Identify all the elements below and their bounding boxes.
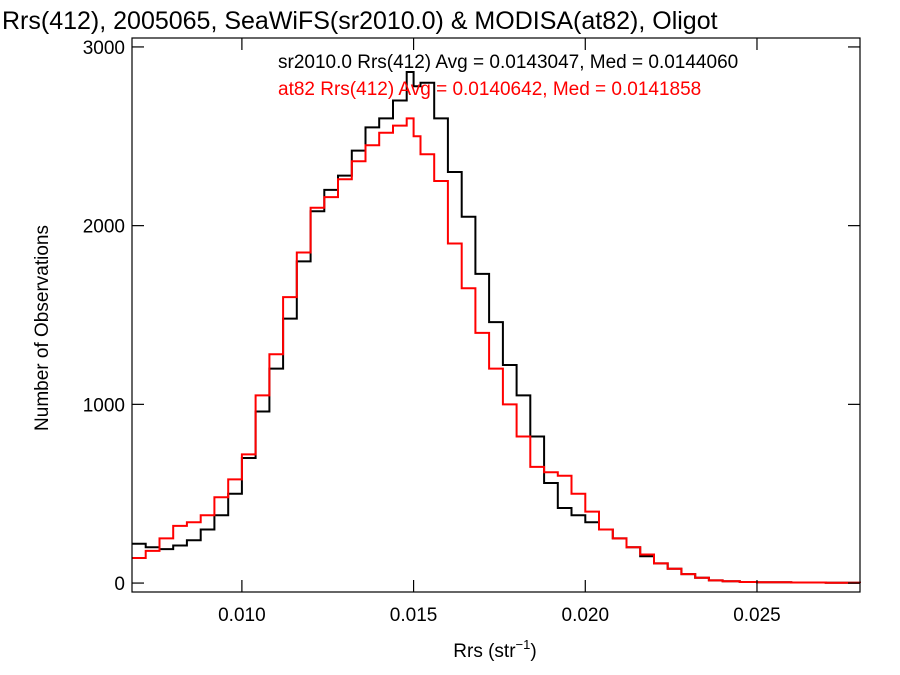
- x-tick-label: 0.015: [390, 605, 438, 626]
- plot-frame: [131, 37, 861, 593]
- plot-area: [132, 71, 861, 584]
- axis-ticks: 0.010 0.015 0.020 0.025 0 1000 2000 3000: [83, 38, 860, 626]
- x-axis-label-end: ): [530, 641, 536, 662]
- x-axis-label-superscript: −1: [516, 637, 531, 652]
- x-tick-label: 0.010: [218, 605, 266, 626]
- y-tick-label: 1000: [83, 395, 125, 416]
- x-tick-label: 0.025: [733, 605, 781, 626]
- x-tick-label: 0.020: [562, 605, 610, 626]
- y-tick-label: 0: [114, 574, 125, 595]
- y-axis-label: Number of Observations: [32, 225, 53, 431]
- histogram-series-black: [132, 71, 861, 584]
- y-tick-label: 3000: [83, 38, 125, 59]
- legend-entry-red: at82 Rrs(412) Avg = 0.0140642, Med = 0.0…: [278, 79, 701, 100]
- chart-title: Rrs(412), 2005065, SeaWiFS(sr2010.0) & M…: [2, 7, 718, 35]
- y-tick-label: 2000: [83, 217, 125, 238]
- histogram-series-red: [132, 117, 861, 584]
- legend-entry-black: sr2010.0 Rrs(412) Avg = 0.0143047, Med =…: [278, 52, 738, 73]
- x-axis-label: Rrs (str−1): [453, 637, 536, 662]
